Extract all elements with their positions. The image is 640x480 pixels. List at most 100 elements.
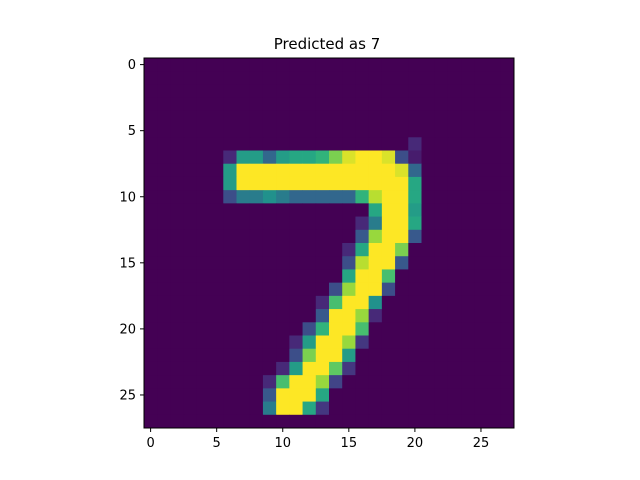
heatmap-cell	[170, 229, 185, 244]
heatmap-cell	[487, 335, 502, 350]
heatmap-cell	[329, 97, 343, 112]
heatmap-cell	[368, 71, 383, 85]
heatmap-cell	[368, 375, 383, 389]
heatmap-cell	[368, 150, 383, 165]
heatmap-cell	[447, 322, 462, 336]
heatmap-cell	[368, 190, 383, 204]
heatmap-cell	[196, 388, 211, 402]
heatmap-cell	[262, 110, 277, 125]
heatmap-cell	[157, 71, 171, 85]
heatmap-cell	[302, 124, 317, 138]
heatmap-cell	[434, 401, 449, 416]
heatmap-cell	[144, 388, 158, 402]
heatmap-cell	[196, 71, 211, 85]
heatmap-cell	[315, 295, 330, 310]
heatmap-cell	[276, 84, 290, 99]
heatmap-cell	[210, 110, 224, 125]
heatmap-cell	[223, 203, 237, 217]
heatmap-cell	[408, 124, 422, 138]
heatmap-cell	[342, 71, 356, 85]
heatmap-cell	[223, 295, 237, 310]
heatmap-cell	[461, 137, 475, 151]
heatmap-cell	[461, 110, 475, 125]
heatmap-cell	[276, 295, 290, 310]
heatmap-cell	[236, 84, 251, 99]
heatmap-cell	[289, 335, 303, 350]
heatmap-cell	[210, 361, 224, 376]
heatmap-cell	[487, 58, 502, 72]
heatmap-cell	[421, 97, 436, 112]
heatmap-cell	[474, 203, 488, 217]
heatmap-cell	[302, 414, 317, 429]
heatmap-cell	[395, 243, 409, 257]
heatmap-cell	[329, 190, 343, 204]
heatmap-cell	[170, 361, 185, 376]
heatmap-cell	[381, 150, 396, 165]
heatmap-cell	[368, 309, 383, 323]
heatmap-cell	[236, 229, 251, 244]
heatmap-cell	[289, 295, 303, 310]
heatmap-cell	[315, 97, 330, 112]
heatmap-cell	[144, 137, 158, 151]
heatmap-cell	[500, 361, 515, 376]
heatmap-cell	[196, 322, 211, 336]
heatmap-cell	[223, 388, 237, 402]
heatmap-cell	[183, 163, 198, 178]
heatmap-cell	[183, 190, 198, 204]
heatmap-cell	[236, 348, 251, 363]
heatmap-cell	[329, 401, 343, 416]
heatmap-cell	[289, 190, 303, 204]
heatmap-cell	[342, 137, 356, 151]
heatmap-cell	[408, 322, 422, 336]
heatmap-cell	[289, 163, 303, 178]
heatmap-cell	[487, 295, 502, 310]
heatmap-cell	[500, 176, 515, 191]
heatmap-cell	[329, 176, 343, 191]
heatmap-cell	[236, 150, 251, 165]
heatmap-cell	[408, 71, 422, 85]
heatmap-cell	[355, 110, 370, 125]
heatmap-cell	[249, 243, 264, 257]
heatmap-cell	[196, 414, 211, 429]
heatmap-cell	[262, 97, 277, 112]
heatmap-cell	[276, 216, 290, 231]
heatmap-cell	[249, 124, 264, 138]
heatmap-cell	[223, 401, 237, 416]
heatmap-cell	[500, 388, 515, 402]
heatmap-cell	[236, 163, 251, 178]
heatmap-cell	[302, 348, 317, 363]
heatmap-cell	[210, 216, 224, 231]
heatmap-cell	[236, 322, 251, 336]
heatmap-cell	[210, 137, 224, 151]
heatmap-cell	[355, 216, 370, 231]
heatmap-cell	[183, 110, 198, 125]
heatmap-cell	[368, 401, 383, 416]
heatmap-cell	[421, 216, 436, 231]
heatmap-cell	[355, 388, 370, 402]
heatmap-cell	[408, 176, 422, 191]
heatmap-cell	[249, 361, 264, 376]
heatmap-cell	[395, 348, 409, 363]
heatmap-cell	[434, 309, 449, 323]
heatmap-cell	[408, 110, 422, 125]
heatmap-cell	[395, 216, 409, 231]
heatmap-cell	[196, 190, 211, 204]
heatmap-cell	[144, 322, 158, 336]
heatmap-cell	[157, 176, 171, 191]
x-tick-label: 15	[341, 436, 358, 451]
heatmap-cell	[276, 137, 290, 151]
heatmap-cell	[500, 216, 515, 231]
heatmap-cell	[289, 84, 303, 99]
heatmap-cell	[461, 97, 475, 112]
heatmap-cell	[223, 58, 237, 72]
heatmap-cell	[500, 295, 515, 310]
heatmap-cell	[236, 295, 251, 310]
heatmap-cell	[276, 388, 290, 402]
heatmap-cell	[262, 203, 277, 217]
heatmap-cell	[236, 361, 251, 376]
heatmap-cell	[144, 309, 158, 323]
heatmap-cell	[249, 97, 264, 112]
heatmap-cell	[434, 229, 449, 244]
heatmap-cell	[381, 388, 396, 402]
heatmap-cell	[262, 58, 277, 72]
